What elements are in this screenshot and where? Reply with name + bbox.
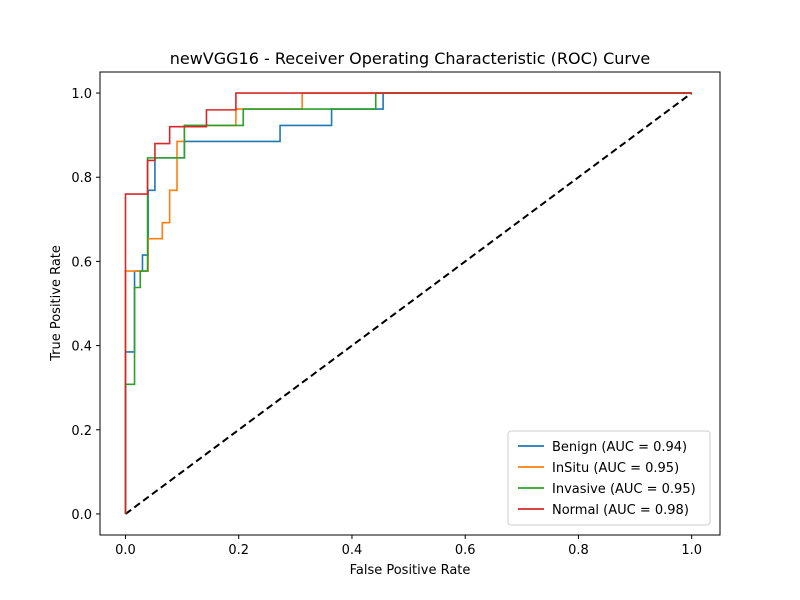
roc-series-line-4 xyxy=(124,92,692,514)
y-axis-label: True Positive Rate xyxy=(49,245,64,362)
x-tick-label: 0.0 xyxy=(115,543,136,558)
y-tick-label: 0.2 xyxy=(71,424,92,439)
reference-diagonal-line xyxy=(124,92,693,515)
x-tick-label: 0.6 xyxy=(455,543,476,558)
legend-entry-2: InSitu (AUC = 0.95) xyxy=(552,461,679,476)
legend-entry-3: Invasive (AUC = 0.95) xyxy=(552,482,696,497)
roc-series-line-3 xyxy=(124,92,692,514)
y-tick-label: 1.0 xyxy=(71,87,92,102)
roc-series-line-1 xyxy=(124,92,692,514)
x-tick-label: 0.8 xyxy=(568,543,589,558)
y-tick-label: 0.6 xyxy=(71,255,92,270)
y-tick-label: 0.8 xyxy=(71,171,92,186)
legend-entry-4: Normal (AUC = 0.98) xyxy=(552,503,689,518)
x-axis-label: False Positive Rate xyxy=(350,563,471,578)
x-axis-ticks: 0.0 0.2 0.4 0.6 0.8 1.0 xyxy=(115,535,702,558)
plot-frame xyxy=(99,71,721,536)
x-tick-label: 1.0 xyxy=(681,543,702,558)
legend-box xyxy=(507,430,711,526)
y-tick-label: 0.0 xyxy=(71,508,92,523)
y-axis-ticks: 0.0 0.2 0.4 0.6 0.8 1.0 xyxy=(71,87,100,523)
y-tick-label: 0.4 xyxy=(71,340,92,355)
x-tick-label: 0.2 xyxy=(228,543,249,558)
legend: Benign (AUC = 0.94) InSitu (AUC = 0.95) In… xyxy=(507,430,711,526)
chart-title: newVGG16 - Receiver Operating Characteri… xyxy=(170,49,651,68)
plot-area xyxy=(99,71,721,536)
legend-entry-1: Benign (AUC = 0.94) xyxy=(552,440,687,455)
x-tick-label: 0.4 xyxy=(342,543,363,558)
